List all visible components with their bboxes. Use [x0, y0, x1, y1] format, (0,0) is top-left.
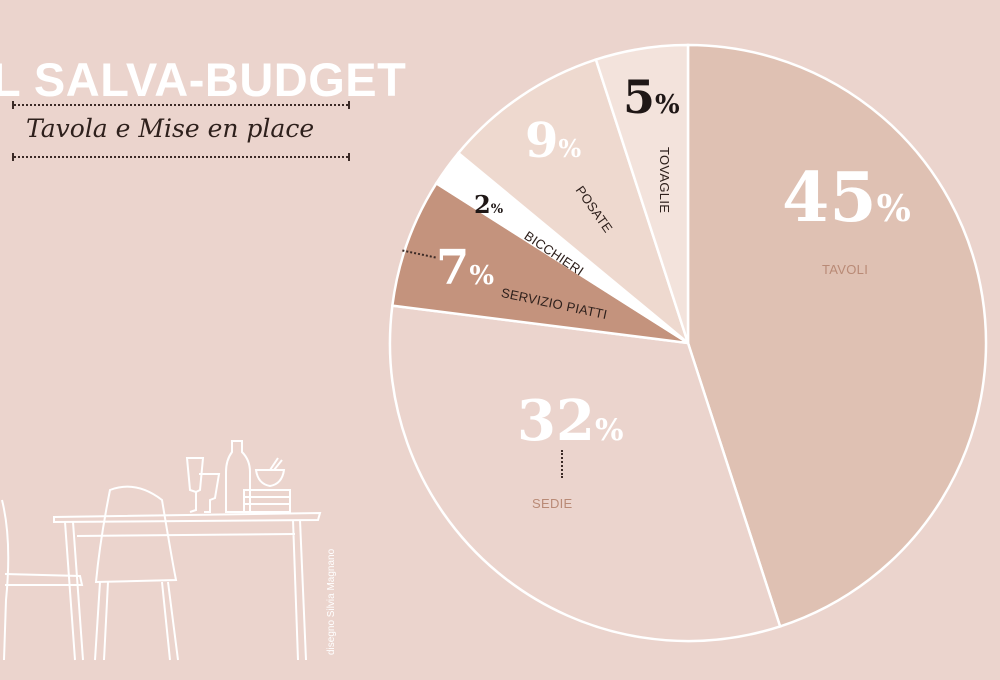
pie-slice-tavoli	[686, 43, 988, 628]
tovaglie-number: 5	[623, 70, 656, 124]
pie-slice-posate	[456, 58, 691, 347]
percent-sign: %	[876, 188, 911, 230]
percent-sign: %	[594, 413, 624, 448]
tavoli-number: 45	[782, 158, 877, 238]
posate-number: 9	[525, 113, 559, 169]
label-posate-value: 9%	[525, 113, 581, 169]
subtitle-frame: Tavola e Mise en place	[12, 101, 350, 161]
sedie-number: 32	[517, 388, 595, 454]
label-bicchieri-value: 2%	[474, 190, 503, 219]
label-tovaglie-value: 5%	[623, 70, 680, 124]
bicchieri-number: 2	[474, 190, 491, 219]
table-top	[53, 511, 322, 524]
label-sedie-value: 32%	[517, 388, 623, 454]
table-legs	[64, 519, 307, 661]
subtitle: Tavola e Mise en place	[26, 114, 315, 143]
plates-stack-icon	[243, 489, 291, 513]
page-title: L SALVA-BUDGET	[0, 53, 407, 106]
label-tovaglie: TOVAGLIE	[657, 147, 672, 214]
chair-outline	[94, 485, 178, 584]
percent-sign: %	[558, 134, 582, 163]
sedie-leader-line	[561, 450, 563, 478]
pie-slice-sedie	[388, 304, 782, 643]
percent-sign: %	[655, 90, 680, 120]
label-tavoli-value: 45%	[782, 158, 911, 238]
chair-left-outline	[1, 499, 10, 661]
label-tavoli: TAVOLI	[822, 262, 869, 277]
label-servizio-value: 7%	[436, 240, 494, 296]
chair-legs	[94, 581, 179, 661]
chair-left-seat	[4, 573, 84, 586]
frame-tick	[348, 101, 350, 109]
frame-tick	[348, 153, 350, 161]
dining-table-illustration	[1, 440, 322, 661]
pie-slice-servizio-piatti	[390, 181, 689, 345]
pie-slice-tovaglie	[594, 43, 690, 344]
servizio-number: 7	[436, 240, 470, 296]
percent-sign: %	[469, 261, 495, 291]
bowl-icon	[254, 457, 286, 488]
frame-tick	[12, 153, 14, 161]
frame-tick	[12, 101, 14, 109]
label-sedie: SEDIE	[532, 496, 573, 511]
wine-glass-icon	[199, 473, 221, 513]
percent-sign: %	[490, 202, 504, 217]
